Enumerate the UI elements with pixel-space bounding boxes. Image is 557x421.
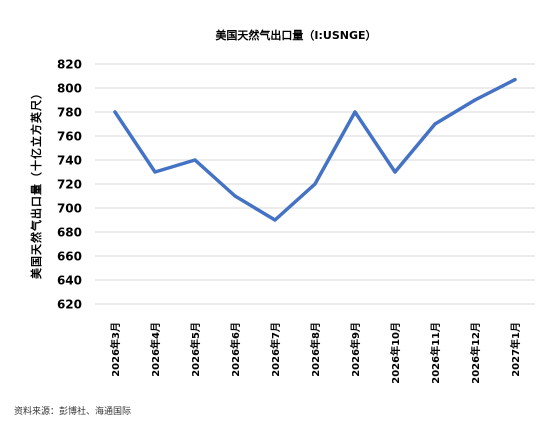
data-point bbox=[153, 170, 157, 174]
x-tick-label: 2026年7月 bbox=[269, 322, 282, 377]
y-tick-label: 800 bbox=[57, 82, 82, 96]
data-point bbox=[193, 158, 197, 162]
x-tick-label: 2027年1月 bbox=[509, 322, 522, 377]
x-tick-label: 2026年10月 bbox=[389, 322, 402, 384]
x-tick-labels: 2026年3月 2026年4月 2026年5月 2026年6月 2026年7月 2026年… bbox=[109, 322, 522, 384]
data-point bbox=[513, 78, 517, 82]
x-tick-label: 2026年12月 bbox=[469, 322, 482, 384]
y-tick-label: 700 bbox=[57, 202, 82, 216]
x-tick-label: 2026年6月 bbox=[229, 322, 242, 377]
y-axis-label: 美国天然气出口量（十亿立方英尺） bbox=[29, 87, 43, 279]
x-tick-label: 2026年5月 bbox=[189, 322, 202, 377]
series-line bbox=[113, 77, 517, 222]
y-tick-labels: 620 640 660 680 700 720 740 760 780 800 820 bbox=[57, 58, 82, 312]
x-tick-label: 2026年4月 bbox=[149, 322, 162, 377]
data-point bbox=[433, 122, 437, 126]
x-tick-label: 2026年8月 bbox=[309, 322, 322, 377]
data-point bbox=[313, 182, 317, 186]
y-tick-label: 660 bbox=[57, 250, 82, 264]
data-point bbox=[353, 110, 357, 114]
x-tick-label: 2026年11月 bbox=[429, 322, 442, 384]
y-tick-label: 760 bbox=[57, 130, 82, 144]
data-point bbox=[233, 194, 237, 198]
data-point bbox=[473, 98, 477, 102]
data-point bbox=[393, 170, 397, 174]
x-tick-label: 2026年9月 bbox=[349, 322, 362, 377]
series-group bbox=[113, 77, 517, 222]
y-tick-label: 740 bbox=[57, 154, 82, 168]
y-tick-label: 620 bbox=[57, 298, 82, 312]
y-tick-label: 780 bbox=[57, 106, 82, 120]
y-tick-label: 720 bbox=[57, 178, 82, 192]
data-point bbox=[273, 218, 277, 222]
y-tick-label: 680 bbox=[57, 226, 82, 240]
data-point bbox=[113, 110, 117, 114]
source-note: 资料来源：彭博社、海通国际 bbox=[14, 407, 132, 417]
x-tick-label: 2026年3月 bbox=[109, 322, 122, 377]
y-tick-label: 640 bbox=[57, 274, 82, 288]
y-tick-label: 820 bbox=[57, 58, 82, 72]
chart-title: 美国天然气出口量（I:USNGE） bbox=[215, 28, 376, 42]
